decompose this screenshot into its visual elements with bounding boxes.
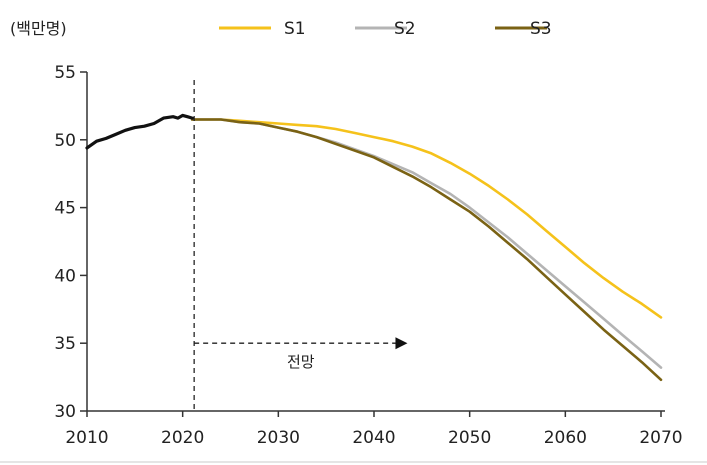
legend-label-s2: S2 xyxy=(394,19,416,39)
historical-line xyxy=(85,113,194,150)
y-unit-label: (백만명) xyxy=(10,19,67,38)
y-tick-label: 35 xyxy=(54,334,76,354)
x-tick-label: 2060 xyxy=(544,428,587,448)
legend-label-s3: S3 xyxy=(530,19,552,39)
axes xyxy=(86,72,665,412)
y-tick-label: 40 xyxy=(54,266,76,286)
legend: S1 S2 S3 xyxy=(219,19,552,39)
x-tick-label: 2050 xyxy=(448,428,491,448)
y-tick-label: 50 xyxy=(54,131,76,151)
projection-annotation: 전망 xyxy=(193,80,408,409)
projection-arrow-head-icon xyxy=(395,337,408,350)
legend-label-s1: S1 xyxy=(284,19,306,39)
bottom-rule xyxy=(0,461,707,463)
series-line-s3 xyxy=(190,118,663,382)
projection-label: 전망 xyxy=(287,353,315,371)
x-tick-label: 2010 xyxy=(65,428,108,448)
x-axis-ticks: 2010 2020 2030 2040 2050 2060 2070 xyxy=(65,411,683,448)
x-tick-label: 2020 xyxy=(161,428,204,448)
y-tick-label: 45 xyxy=(54,199,76,219)
y-tick-label: 30 xyxy=(54,402,76,422)
series-line-s2 xyxy=(190,118,663,369)
series-lines xyxy=(85,113,663,382)
y-axis-ticks: 30 35 40 45 50 55 xyxy=(54,63,87,422)
x-tick-label: 2040 xyxy=(352,428,395,448)
x-tick-label: 2070 xyxy=(639,428,682,448)
y-tick-label: 55 xyxy=(54,63,76,83)
series-line-s1 xyxy=(190,118,663,319)
x-tick-label: 2030 xyxy=(257,428,300,448)
